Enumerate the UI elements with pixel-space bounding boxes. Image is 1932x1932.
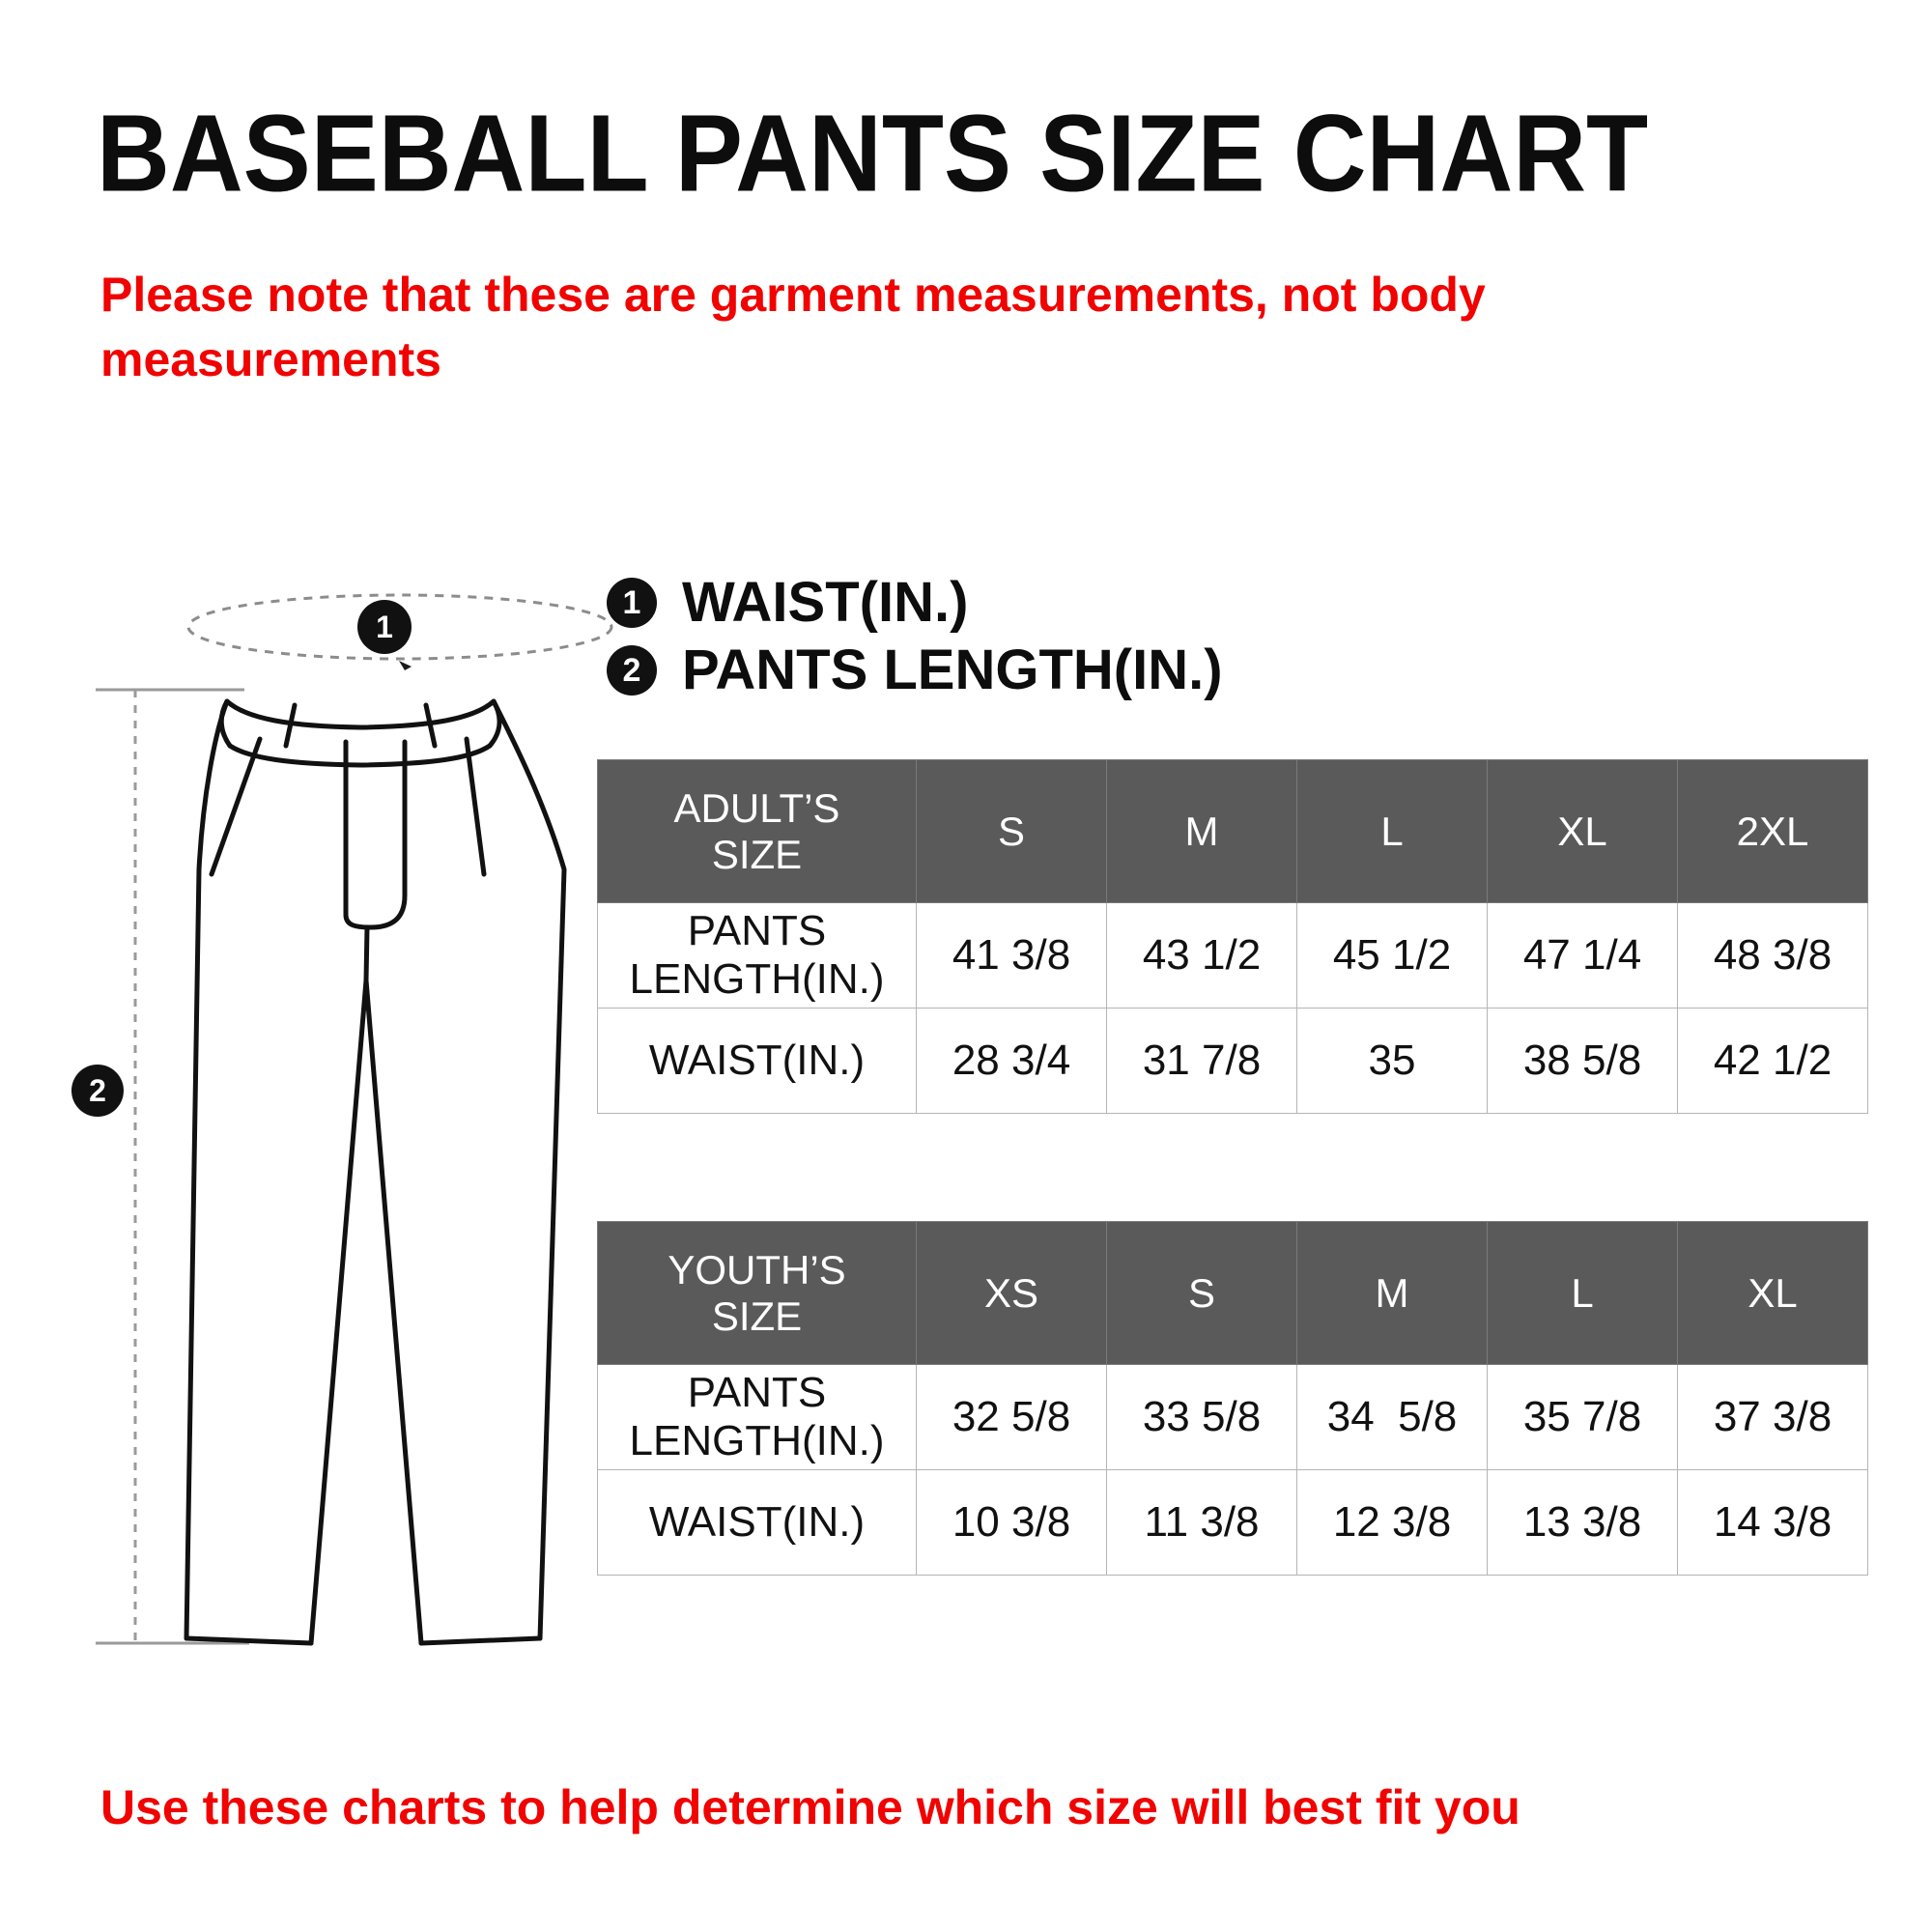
svg-text:1: 1 [376,610,393,644]
svg-text:2: 2 [89,1073,106,1108]
